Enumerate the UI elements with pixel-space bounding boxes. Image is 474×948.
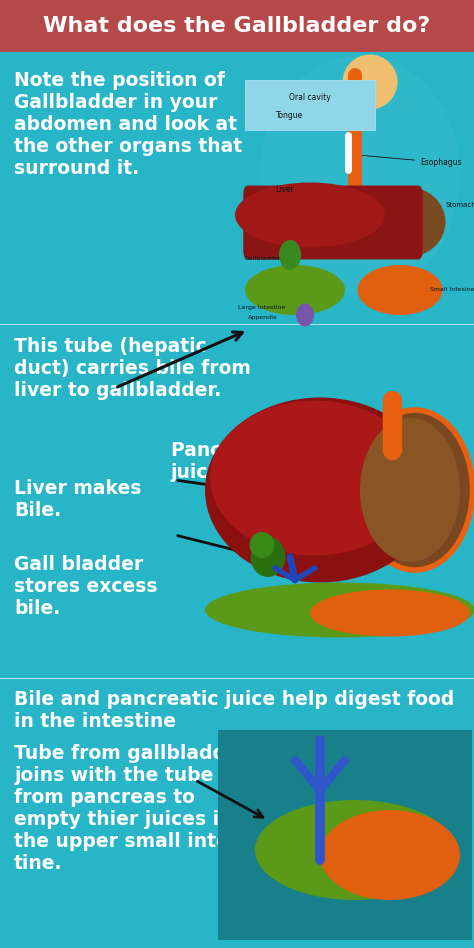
Text: This tube (hepatic
duct) carries bile from
liver to gallbladder.: This tube (hepatic duct) carries bile fr… xyxy=(14,337,251,399)
Text: Appendix: Appendix xyxy=(248,316,278,320)
Ellipse shape xyxy=(296,303,314,326)
Text: Note the position of
Gallbladder in your
abdomen and look at
the other organs th: Note the position of Gallbladder in your… xyxy=(14,71,242,178)
Ellipse shape xyxy=(279,240,301,270)
Ellipse shape xyxy=(371,187,446,257)
Text: Tongue: Tongue xyxy=(276,111,304,119)
Ellipse shape xyxy=(320,810,460,900)
Ellipse shape xyxy=(245,265,345,315)
Text: Liver: Liver xyxy=(275,186,294,194)
Text: Bile and pancreatic juice help digest food
in the intestine: Bile and pancreatic juice help digest fo… xyxy=(14,690,455,731)
Text: Liver makes
Bile.: Liver makes Bile. xyxy=(14,479,142,520)
Ellipse shape xyxy=(260,55,460,295)
Text: What does the Gallbladder do?: What does the Gallbladder do? xyxy=(44,16,430,36)
Text: Gallbladder: Gallbladder xyxy=(245,256,282,261)
Ellipse shape xyxy=(357,410,473,570)
Text: Large Intestine: Large Intestine xyxy=(238,305,285,311)
Text: Stomach: Stomach xyxy=(445,202,474,208)
Ellipse shape xyxy=(249,532,274,558)
Ellipse shape xyxy=(310,590,470,636)
Text: Esophagus: Esophagus xyxy=(361,155,462,167)
Ellipse shape xyxy=(255,800,455,900)
Ellipse shape xyxy=(205,582,474,637)
Text: Small Intesine: Small Intesine xyxy=(430,287,474,293)
Ellipse shape xyxy=(235,183,385,247)
Ellipse shape xyxy=(250,537,285,577)
Text: Tube from gallbladder
joins with the tube
from pancreas to
empty thier juices in: Tube from gallbladder joins with the tub… xyxy=(14,744,255,873)
Text: Gall bladder
stores excess
bile.: Gall bladder stores excess bile. xyxy=(14,555,158,617)
Bar xyxy=(0,0,474,52)
Ellipse shape xyxy=(205,397,435,582)
Ellipse shape xyxy=(357,265,443,315)
Text: Pancreas makes pancreatic
juice: Pancreas makes pancreatic juice xyxy=(171,441,460,482)
Ellipse shape xyxy=(210,400,420,556)
Ellipse shape xyxy=(343,54,398,110)
Text: Oral cavity: Oral cavity xyxy=(289,94,331,102)
Bar xyxy=(245,80,375,130)
Bar xyxy=(218,730,472,940)
FancyBboxPatch shape xyxy=(243,186,423,260)
Ellipse shape xyxy=(360,418,460,562)
